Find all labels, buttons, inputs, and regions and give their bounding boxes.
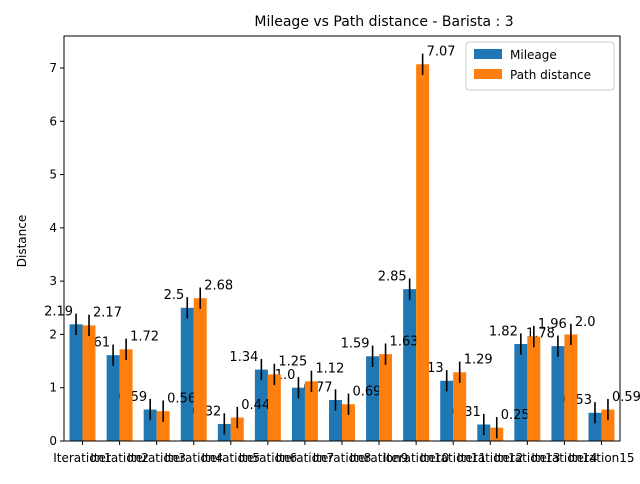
bar	[329, 399, 342, 441]
bar	[230, 417, 244, 441]
bar	[267, 374, 281, 441]
bar	[119, 349, 133, 441]
legend-entry: Path distance	[510, 68, 591, 82]
value-label: 2.0	[575, 315, 596, 330]
value-label: 1.72	[130, 330, 159, 345]
legend-swatch	[474, 69, 502, 79]
y-tick-label: 5	[49, 168, 57, 182]
value-label: 2.5	[164, 288, 185, 303]
bar	[254, 369, 268, 441]
bar	[180, 307, 194, 441]
value-label: 1.29	[464, 353, 493, 368]
bar	[453, 372, 467, 441]
legend-swatch	[474, 49, 502, 59]
x-tick-label: Iteration4	[164, 451, 223, 465]
x-tick-label: Iteration11	[420, 451, 486, 465]
x-tick-label: Iteration8	[313, 451, 372, 465]
bar	[304, 381, 318, 441]
bar	[564, 334, 578, 441]
x-tick-label: Iteration2	[90, 451, 149, 465]
value-label: 2.17	[93, 306, 122, 321]
y-axis-label: Distance	[15, 215, 29, 267]
value-label: 2.68	[204, 279, 233, 294]
y-tick-label: 1	[49, 381, 57, 395]
y-tick-label: 6	[49, 114, 57, 128]
bar	[416, 64, 430, 442]
value-label: 1.12	[315, 362, 344, 377]
legend-box	[465, 41, 615, 91]
y-tick-label: 2	[49, 327, 57, 341]
plot-area: 2.191.610.592.50.321.341.00.771.592.851.…	[44, 35, 640, 465]
legend-entry: Mileage	[510, 48, 557, 62]
x-tick-label: Iteration12	[457, 451, 523, 465]
bar	[527, 336, 541, 441]
value-label: 2.85	[378, 269, 407, 284]
value-label: 1.63	[390, 334, 419, 349]
bar	[82, 325, 96, 441]
bar	[143, 409, 157, 441]
bar	[403, 289, 417, 442]
legend: Mileage Path distance	[465, 41, 615, 91]
value-label: 2.19	[44, 305, 73, 320]
x-tick-label: Iteration5	[202, 451, 261, 465]
x-tick-label: Iteration1	[53, 451, 112, 465]
chart-title: Mileage vs Path distance - Barista : 3	[254, 14, 513, 30]
bar	[193, 298, 207, 441]
y-tick-label: 0	[49, 434, 57, 448]
bar	[588, 412, 602, 441]
x-tick-label: Iteration6	[239, 451, 298, 465]
x-tick-label: Iteration7	[276, 451, 335, 465]
bar	[440, 380, 454, 441]
bar	[551, 346, 565, 441]
bar	[342, 404, 355, 441]
value-label: 0.44	[241, 398, 270, 413]
x-tick-label: Iteration3	[127, 451, 186, 465]
y-tick-label: 3	[49, 274, 57, 288]
value-label: 0.59	[612, 390, 640, 405]
y-tick-label: 7	[49, 61, 57, 75]
value-label: 1.34	[229, 350, 258, 365]
value-label: 1.82	[489, 324, 518, 339]
x-tick-label: Iteration9	[350, 451, 409, 465]
value-label: 1.25	[278, 355, 307, 370]
bar	[514, 344, 528, 441]
value-label: 7.07	[427, 45, 456, 60]
bar	[379, 354, 393, 441]
value-label: 1.59	[341, 337, 370, 352]
value-label: 0.69	[352, 385, 381, 400]
bar	[156, 411, 170, 441]
x-tick-label: Iteration15	[568, 451, 634, 465]
bar	[366, 356, 380, 441]
value-label: 1.96	[538, 317, 567, 332]
y-tick-label: 4	[49, 221, 57, 235]
bar	[291, 387, 305, 441]
series-path-distance: 2.17 1.72 0.56 2.68 0.44 1.25 1.12 0.69 1.63 7.07…	[82, 45, 640, 442]
x-tick-label: Iteration13	[494, 451, 560, 465]
bar	[69, 324, 83, 441]
bar	[106, 355, 120, 441]
bar	[601, 409, 615, 441]
x-tick-label: Iteration14	[531, 451, 597, 465]
x-tick-label: Iteration10	[383, 451, 449, 465]
value-label: 0.25	[501, 408, 530, 423]
value-label: 0.56	[167, 392, 196, 407]
